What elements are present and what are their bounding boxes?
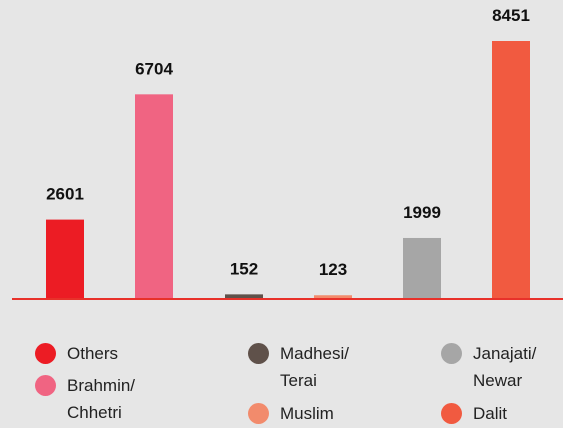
value-label: 1999 — [403, 203, 441, 222]
legend-item: Dalit — [441, 403, 553, 427]
legend-item: Brahmin/ Chhetri — [35, 375, 147, 426]
value-label: 152 — [230, 259, 258, 278]
legend-item: Muslim — [248, 403, 360, 427]
legend-swatch — [248, 343, 269, 364]
value-label: 2601 — [46, 185, 84, 204]
legend-item: Others — [35, 343, 147, 367]
legend-label: Dalit — [473, 404, 508, 423]
legend-label: Madhesi/ Terai — [280, 344, 349, 390]
legend-label: Others — [67, 344, 119, 363]
legend-swatch — [441, 343, 462, 364]
legend-swatch — [35, 343, 56, 364]
bar — [314, 295, 352, 299]
bar — [492, 41, 530, 299]
bar — [403, 237, 441, 299]
bar — [46, 219, 84, 299]
legend-label: Brahmin/ Chhetri — [67, 376, 136, 422]
bar — [225, 294, 263, 299]
bar — [135, 94, 173, 299]
legend-item: Janajati/ Newar — [441, 343, 553, 394]
legend-swatch — [248, 403, 269, 424]
legend-swatch — [441, 403, 462, 424]
legend-item: Madhesi/ Terai — [248, 343, 360, 394]
value-label: 123 — [319, 260, 347, 279]
legend-label: Muslim — [280, 404, 334, 423]
value-label: 6704 — [135, 59, 173, 78]
value-label: 8451 — [492, 6, 530, 25]
legend-label: Janajati/ Newar — [473, 344, 537, 390]
legend-swatch — [35, 375, 56, 396]
